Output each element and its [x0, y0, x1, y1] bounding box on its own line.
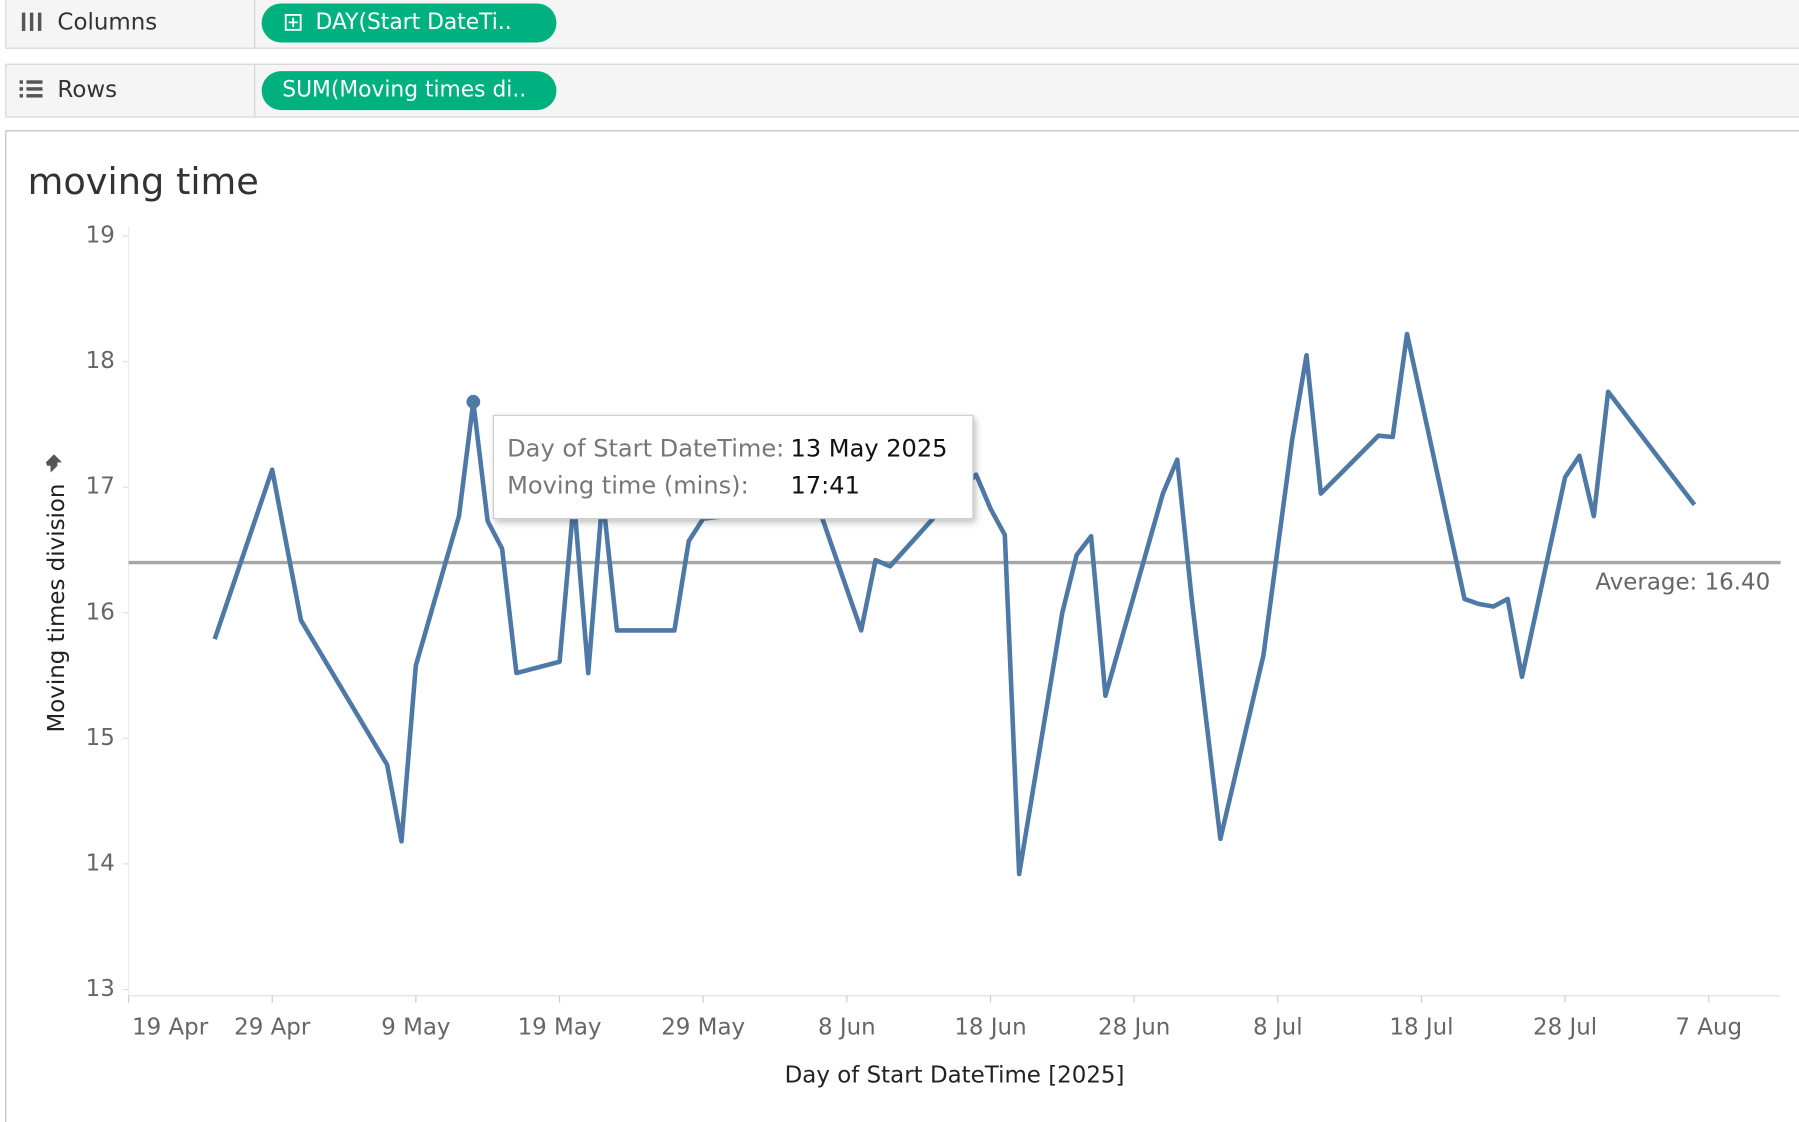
tooltip-value: 17:41 [791, 471, 860, 499]
columns-pill[interactable] [261, 3, 557, 43]
x-tick-label: 8 Jun [818, 1014, 876, 1040]
y-tick-label: 13 [86, 976, 115, 1002]
shelf-label: Columns [57, 9, 157, 35]
columns-icon [21, 12, 42, 31]
tooltip [492, 414, 974, 520]
pill-text: SUM(Moving times di.. [282, 78, 526, 103]
pin-icon[interactable] [45, 454, 63, 473]
x-tick-label: 29 Apr [234, 1014, 311, 1040]
rows-pill[interactable] [261, 71, 557, 111]
tooltip-label: Moving time (mins): [507, 471, 749, 499]
x-tick-label: 29 May [661, 1014, 745, 1040]
y-tick-label: 18 [86, 348, 115, 374]
line-series [212, 331, 1697, 877]
x-tick-label: 18 Jul [1389, 1014, 1453, 1040]
x-tick-label: 28 Jun [1098, 1014, 1170, 1040]
x-tick-label: 8 Jul [1253, 1014, 1303, 1040]
x-tick-label: 9 May [381, 1014, 450, 1040]
x-tick-label: 19 Apr [132, 1014, 209, 1040]
y-axis-title: Moving times division [44, 484, 70, 733]
tooltip-value: 13 May 2025 [791, 435, 948, 463]
y-tick-label: 15 [86, 725, 115, 751]
tooltip-label: Day of Start DateTime: [507, 435, 784, 463]
y-tick-label: 16 [86, 599, 115, 625]
pill-text: DAY(Start DateTi.. [316, 10, 512, 35]
x-tick-label: 28 Jul [1533, 1014, 1597, 1040]
x-tick-label: 18 Jun [954, 1014, 1026, 1040]
x-tick-label: 7 Aug [1675, 1014, 1742, 1040]
rows-icon [19, 80, 43, 98]
shelf-label: Rows [57, 77, 117, 103]
y-tick-label: 14 [86, 850, 115, 876]
y-tick-label: 17 [86, 474, 115, 500]
highlight-point [466, 394, 481, 409]
average-label: Average: 16.40 [1595, 570, 1770, 596]
x-axis-title: Day of Start DateTime [2025] [785, 1063, 1125, 1089]
chart-title: moving time [28, 160, 259, 203]
y-tick-label: 19 [86, 223, 115, 249]
view-pane [5, 130, 1799, 1122]
x-tick-label: 19 May [518, 1014, 602, 1040]
